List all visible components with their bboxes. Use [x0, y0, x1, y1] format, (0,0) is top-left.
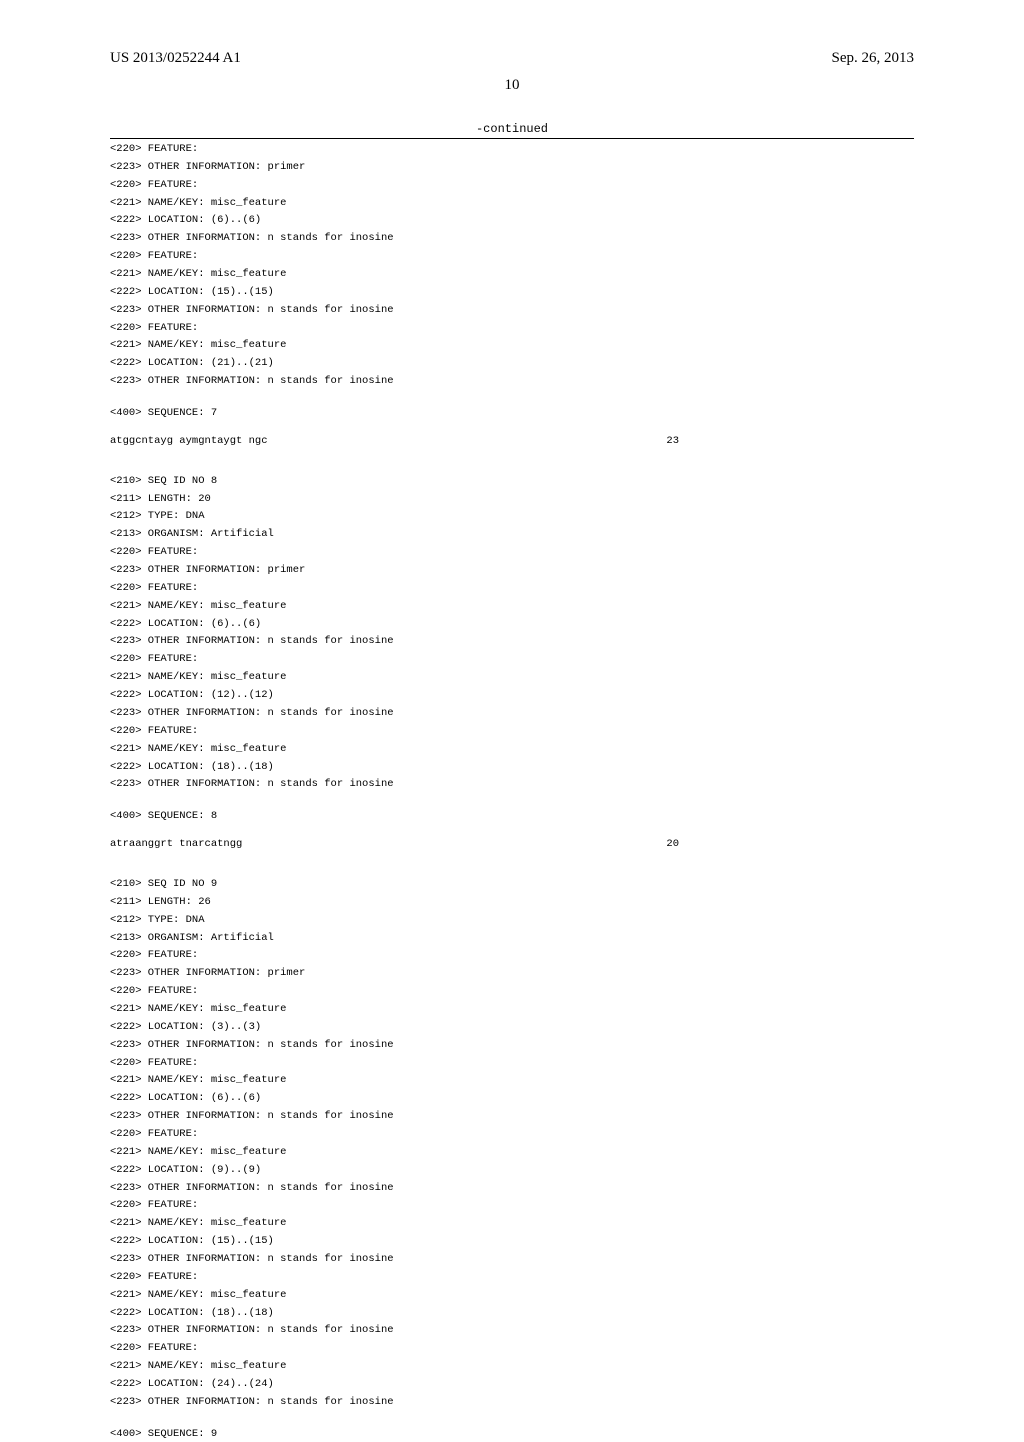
- seq8-line-12: <222> LOCATION: (12)..(12): [110, 689, 914, 703]
- seq8-line-7: <221> NAME/KEY: misc_feature: [110, 600, 914, 614]
- seq7-feature-13: <223> OTHER INFORMATION: n stands for in…: [110, 375, 914, 389]
- seq7-feature-6: <220> FEATURE:: [110, 250, 914, 264]
- page-number: 10: [110, 77, 914, 94]
- page-header: US 2013/0252244 A1 Sep. 26, 2013: [110, 50, 914, 67]
- seq9-line-10: <220> FEATURE:: [110, 1057, 914, 1071]
- page-container: US 2013/0252244 A1 Sep. 26, 2013 10 -con…: [0, 0, 1024, 1320]
- seq7-feature-12: <222> LOCATION: (21)..(21): [110, 357, 914, 371]
- seq7-feature-8: <222> LOCATION: (15)..(15): [110, 286, 914, 300]
- seq8-line-4: <220> FEATURE:: [110, 546, 914, 560]
- seq8-line-0: <210> SEQ ID NO 8: [110, 475, 914, 489]
- seq7-sequence: atggcntayg aymgntaygt ngc: [110, 435, 268, 449]
- seq9-header: <400> SEQUENCE: 9: [110, 1428, 914, 1442]
- seq9-line-12: <222> LOCATION: (6)..(6): [110, 1092, 914, 1106]
- seq8-line-3: <213> ORGANISM: Artificial: [110, 528, 914, 542]
- seq7-length: 23: [666, 435, 914, 449]
- seq7-feature-10: <220> FEATURE:: [110, 322, 914, 336]
- seq9-line-22: <220> FEATURE:: [110, 1271, 914, 1285]
- seq9-line-28: <222> LOCATION: (24)..(24): [110, 1378, 914, 1392]
- seq7-feature-1: <223> OTHER INFORMATION: primer: [110, 161, 914, 175]
- seq8-line-16: <222> LOCATION: (18)..(18): [110, 761, 914, 775]
- seq9-line-4: <220> FEATURE:: [110, 949, 914, 963]
- seq9-line-18: <220> FEATURE:: [110, 1199, 914, 1213]
- seq9-line-23: <221> NAME/KEY: misc_feature: [110, 1289, 914, 1303]
- seq9-line-14: <220> FEATURE:: [110, 1128, 914, 1142]
- seq8-line-17: <223> OTHER INFORMATION: n stands for in…: [110, 778, 914, 792]
- seq9-line-7: <221> NAME/KEY: misc_feature: [110, 1003, 914, 1017]
- seq8-line-9: <223> OTHER INFORMATION: n stands for in…: [110, 635, 914, 649]
- seq9-line-20: <222> LOCATION: (15)..(15): [110, 1235, 914, 1249]
- seq9-line-17: <223> OTHER INFORMATION: n stands for in…: [110, 1182, 914, 1196]
- seq8-header: <400> SEQUENCE: 8: [110, 810, 914, 824]
- seq7-feature-5: <223> OTHER INFORMATION: n stands for in…: [110, 232, 914, 246]
- seq8-sequence: atraanggrt tnarcatngg: [110, 838, 242, 852]
- seq9-line-13: <223> OTHER INFORMATION: n stands for in…: [110, 1110, 914, 1124]
- seq9-line-8: <222> LOCATION: (3)..(3): [110, 1021, 914, 1035]
- seq7-feature-7: <221> NAME/KEY: misc_feature: [110, 268, 914, 282]
- seq9-line-15: <221> NAME/KEY: misc_feature: [110, 1146, 914, 1160]
- seq7-feature-4: <222> LOCATION: (6)..(6): [110, 214, 914, 228]
- seq8-line-10: <220> FEATURE:: [110, 653, 914, 667]
- seq7-header: <400> SEQUENCE: 7: [110, 407, 914, 421]
- seq9-line-29: <223> OTHER INFORMATION: n stands for in…: [110, 1396, 914, 1410]
- seq9-line-21: <223> OTHER INFORMATION: n stands for in…: [110, 1253, 914, 1267]
- seq7-feature-2: <220> FEATURE:: [110, 179, 914, 193]
- seq9-line-2: <212> TYPE: DNA: [110, 914, 914, 928]
- seq8-line-13: <223> OTHER INFORMATION: n stands for in…: [110, 707, 914, 721]
- seq8-length: 20: [666, 838, 914, 852]
- seq8-sequence-row: atraanggrt tnarcatngg 20: [110, 838, 914, 852]
- seq9-line-16: <222> LOCATION: (9)..(9): [110, 1164, 914, 1178]
- seq9-line-19: <221> NAME/KEY: misc_feature: [110, 1217, 914, 1231]
- seq7-feature-3: <221> NAME/KEY: misc_feature: [110, 197, 914, 211]
- continued-label: -continued: [110, 122, 914, 136]
- publication-date: Sep. 26, 2013: [832, 50, 915, 67]
- seq9-line-1: <211> LENGTH: 26: [110, 896, 914, 910]
- seq8-line-5: <223> OTHER INFORMATION: primer: [110, 564, 914, 578]
- seq9-line-3: <213> ORGANISM: Artificial: [110, 932, 914, 946]
- seq9-line-26: <220> FEATURE:: [110, 1342, 914, 1356]
- seq9-line-5: <223> OTHER INFORMATION: primer: [110, 967, 914, 981]
- seq8-line-8: <222> LOCATION: (6)..(6): [110, 618, 914, 632]
- seq7-sequence-row: atggcntayg aymgntaygt ngc 23: [110, 435, 914, 449]
- seq8-line-14: <220> FEATURE:: [110, 725, 914, 739]
- publication-number: US 2013/0252244 A1: [110, 50, 241, 67]
- seq9-line-24: <222> LOCATION: (18)..(18): [110, 1307, 914, 1321]
- seq8-line-11: <221> NAME/KEY: misc_feature: [110, 671, 914, 685]
- seq9-line-0: <210> SEQ ID NO 9: [110, 878, 914, 892]
- seq8-line-6: <220> FEATURE:: [110, 582, 914, 596]
- seq7-feature-0: <220> FEATURE:: [110, 143, 914, 157]
- seq8-line-15: <221> NAME/KEY: misc_feature: [110, 743, 914, 757]
- seq9-line-9: <223> OTHER INFORMATION: n stands for in…: [110, 1039, 914, 1053]
- seq9-line-6: <220> FEATURE:: [110, 985, 914, 999]
- seq7-feature-11: <221> NAME/KEY: misc_feature: [110, 339, 914, 353]
- seq8-line-2: <212> TYPE: DNA: [110, 510, 914, 524]
- seq9-line-25: <223> OTHER INFORMATION: n stands for in…: [110, 1324, 914, 1338]
- divider-top: [110, 138, 914, 139]
- seq9-line-27: <221> NAME/KEY: misc_feature: [110, 1360, 914, 1374]
- seq7-feature-9: <223> OTHER INFORMATION: n stands for in…: [110, 304, 914, 318]
- seq8-line-1: <211> LENGTH: 20: [110, 493, 914, 507]
- seq9-line-11: <221> NAME/KEY: misc_feature: [110, 1074, 914, 1088]
